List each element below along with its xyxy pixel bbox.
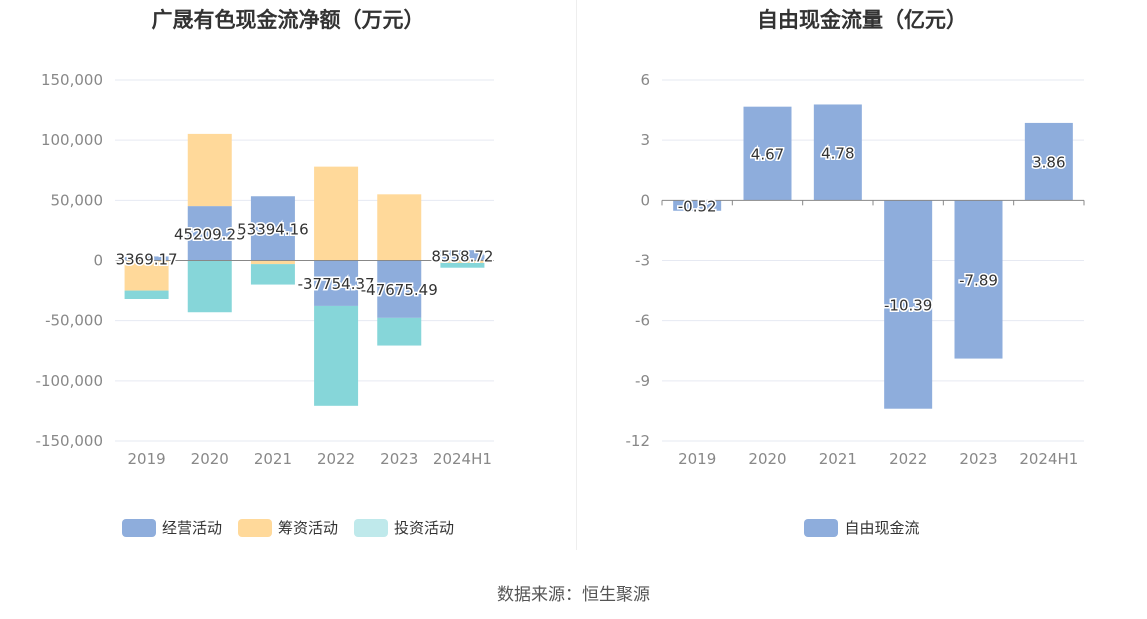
bar-operating-2020	[187, 206, 232, 261]
x-tick-label: 2021	[819, 450, 857, 468]
x-tick-label: 2022	[317, 450, 355, 468]
cashflow-chart-svg: 150,000 100,000 50,000 0 -50,000 -100,000 -150…	[36, 71, 495, 468]
bar-financing-2023	[377, 194, 422, 261]
bar-fcf-2019	[673, 200, 722, 211]
bar-investing-2021	[250, 264, 295, 285]
legend-swatch-fcf	[804, 518, 839, 537]
data-label: 4.78	[821, 144, 854, 162]
legend-item-fcf[interactable]: 自由现金流	[804, 517, 920, 538]
bar-fcf-2022	[884, 200, 933, 409]
data-label: -10.39	[884, 297, 932, 315]
x-tick-label: 2020	[191, 450, 229, 468]
y-tick-label: 50,000	[51, 191, 104, 209]
data-source-note: 数据来源：恒生聚源	[497, 585, 650, 605]
x-tick-label: 2023	[959, 450, 997, 468]
data-label: -47675.49	[361, 281, 438, 299]
bar-operating-2022	[314, 260, 359, 306]
y-tick-label: 6	[640, 71, 650, 89]
legend-label-fcf: 自由现金流	[844, 519, 920, 537]
y-tick-label: 150,000	[41, 71, 103, 89]
legend-label-operating: 经营活动	[161, 519, 222, 537]
legend-label-investing: 投资活动	[394, 519, 455, 537]
cashflow-chart-title: 广晟有色现金流净额（万元）	[151, 8, 425, 32]
x-tick-label: 2019	[127, 450, 165, 468]
data-label: -7.89	[959, 271, 998, 289]
bar-fcf-2024H1	[1024, 122, 1073, 201]
y-tick-label: -3	[635, 252, 650, 270]
fcf-legend: 自由现金流	[577, 517, 1147, 538]
fcf-chart-svg: 6 3 0 -3 -6 -9 -12 2019 2020 2021 2022 2023 2024H1 -0…	[626, 71, 1085, 468]
bar-investing-2023	[377, 317, 422, 346]
bar-financing-2022	[314, 166, 359, 261]
x-tick-label: 2019	[678, 450, 716, 468]
bar-fcf-2021	[813, 104, 862, 201]
cashflow-chart-panel: 广晟有色现金流净额（万元） 150,000 100,000 50,000 0 -50,0…	[0, 0, 576, 550]
data-label: 4.67	[751, 146, 784, 164]
bar-fcf-2023	[954, 200, 1003, 359]
data-label: -0.52	[678, 198, 717, 216]
y-tick-label: -150,000	[36, 432, 103, 450]
bar-investing-2022	[314, 305, 359, 406]
y-tick-label: 0	[93, 252, 103, 270]
y-tick-label: -12	[626, 432, 651, 450]
x-tick-label: 2023	[380, 450, 418, 468]
x-tick-label: 2021	[254, 450, 292, 468]
data-label: 3.86	[1032, 154, 1065, 172]
fcf-chart-title: 自由现金流量（亿元）	[757, 8, 967, 32]
bar-financing-2020	[187, 133, 232, 207]
bar-operating-2023	[377, 260, 422, 318]
bar-operating-2024H1	[440, 250, 485, 261]
legend-swatch-investing	[354, 518, 388, 537]
data-label: 8558.72	[431, 247, 493, 265]
fcf-chart-panel: 自由现金流量（亿元） 6 3 0 -3 -6 -9 -12 2019 2020 2021 2022 2…	[577, 0, 1147, 550]
bar-financing-2024H1	[440, 260, 485, 263]
y-tick-label: -50,000	[45, 312, 103, 330]
cashflow-legend: 经营活动 筹资活动 投资活动	[0, 517, 576, 538]
bar-financing-2021	[250, 260, 295, 265]
legend-item-operating[interactable]: 经营活动	[121, 517, 222, 538]
y-tick-label: 3	[640, 131, 650, 149]
legend-item-financing[interactable]: 筹资活动	[237, 517, 338, 538]
bar-investing-2024H1	[440, 262, 485, 268]
y-tick-label: -100,000	[36, 372, 103, 390]
legend-swatch-financing	[237, 518, 272, 537]
data-label: 3369.17	[116, 250, 178, 268]
data-label: -37754.37	[298, 275, 375, 293]
data-label: 45209.25	[174, 225, 246, 243]
x-tick-label: 2020	[748, 450, 786, 468]
x-tick-label: 2024H1	[433, 450, 492, 468]
bar-investing-2020	[187, 260, 232, 313]
bar-operating-2021	[250, 196, 295, 261]
legend-item-investing[interactable]: 投资活动	[354, 517, 454, 538]
data-label: 53394.16	[237, 220, 309, 238]
y-tick-label: 0	[640, 191, 650, 209]
legend-label-financing: 筹资活动	[277, 519, 338, 537]
legend-swatch-operating	[121, 518, 156, 537]
bar-fcf-2020	[743, 106, 792, 201]
y-tick-label: -6	[635, 312, 650, 330]
y-tick-label: 100,000	[41, 131, 103, 149]
y-tick-label: -9	[635, 372, 650, 390]
bar-financing-2019	[124, 260, 169, 291]
bar-operating-2019	[124, 256, 169, 261]
x-tick-label: 2024H1	[1019, 450, 1078, 468]
bar-investing-2019	[124, 290, 169, 300]
panel-divider	[576, 0, 577, 550]
x-tick-label: 2022	[889, 450, 927, 468]
